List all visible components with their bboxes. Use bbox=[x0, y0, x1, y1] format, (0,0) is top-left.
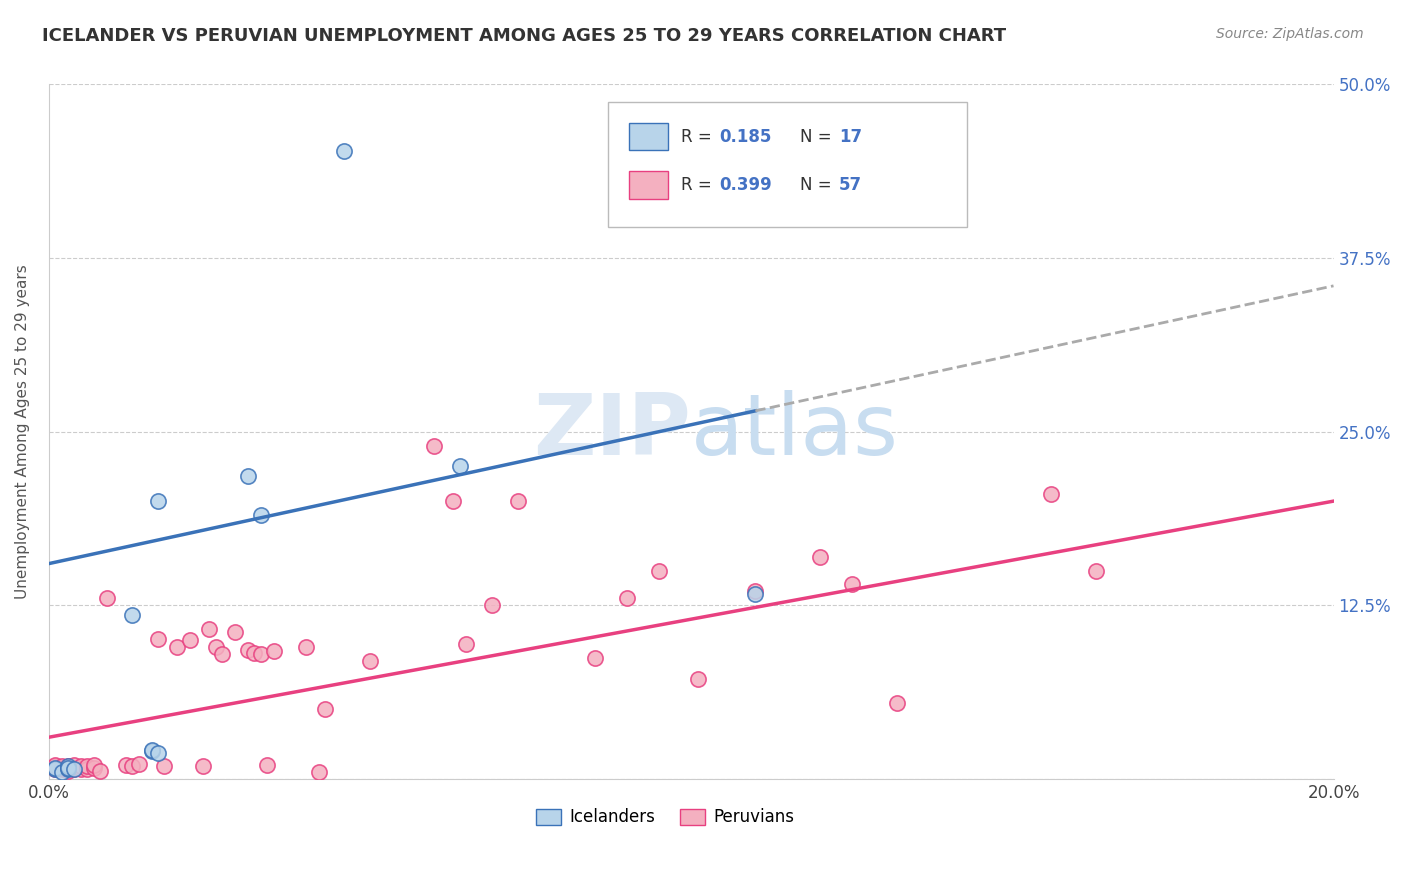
Text: ICELANDER VS PERUVIAN UNEMPLOYMENT AMONG AGES 25 TO 29 YEARS CORRELATION CHART: ICELANDER VS PERUVIAN UNEMPLOYMENT AMONG… bbox=[42, 27, 1007, 45]
Point bbox=[583, 651, 606, 665]
Point bbox=[166, 640, 188, 654]
Point bbox=[51, 761, 73, 775]
Point bbox=[308, 764, 330, 779]
Point bbox=[236, 642, 259, 657]
Text: R =: R = bbox=[681, 176, 717, 194]
Point bbox=[128, 756, 150, 771]
Point bbox=[179, 633, 201, 648]
Point bbox=[44, 758, 66, 772]
Point bbox=[249, 647, 271, 661]
Point bbox=[89, 764, 111, 778]
Point bbox=[56, 762, 79, 776]
Text: 0.185: 0.185 bbox=[720, 128, 772, 145]
Point bbox=[243, 646, 266, 660]
Point bbox=[808, 549, 831, 564]
Point bbox=[456, 637, 478, 651]
Point bbox=[204, 640, 226, 654]
Point bbox=[481, 599, 503, 613]
Point bbox=[56, 761, 79, 775]
Text: atlas: atlas bbox=[692, 390, 898, 473]
Point bbox=[96, 591, 118, 606]
FancyBboxPatch shape bbox=[630, 171, 668, 199]
Point bbox=[44, 762, 66, 776]
Point bbox=[44, 759, 66, 773]
Point bbox=[56, 759, 79, 773]
Point bbox=[198, 622, 221, 636]
Point bbox=[256, 758, 278, 772]
Point bbox=[44, 762, 66, 776]
Point bbox=[121, 607, 143, 622]
Point bbox=[263, 644, 285, 658]
Point bbox=[506, 494, 529, 508]
Point bbox=[51, 762, 73, 776]
Text: R =: R = bbox=[681, 128, 717, 145]
Point bbox=[63, 761, 86, 775]
Text: 0.399: 0.399 bbox=[720, 176, 772, 194]
Point bbox=[76, 759, 98, 773]
Y-axis label: Unemployment Among Ages 25 to 29 years: Unemployment Among Ages 25 to 29 years bbox=[15, 264, 30, 599]
Point bbox=[359, 654, 381, 668]
FancyBboxPatch shape bbox=[630, 122, 668, 151]
Text: N =: N = bbox=[800, 128, 837, 145]
Point bbox=[1084, 564, 1107, 578]
Point bbox=[70, 762, 93, 776]
Point bbox=[211, 647, 233, 661]
Text: N =: N = bbox=[800, 176, 837, 194]
FancyBboxPatch shape bbox=[607, 102, 967, 227]
Point bbox=[1039, 487, 1062, 501]
Point bbox=[121, 759, 143, 773]
Point bbox=[70, 759, 93, 773]
Point bbox=[294, 640, 316, 654]
Text: Source: ZipAtlas.com: Source: ZipAtlas.com bbox=[1216, 27, 1364, 41]
Point bbox=[76, 762, 98, 776]
Point bbox=[146, 632, 169, 646]
Point bbox=[44, 761, 66, 775]
Point bbox=[314, 702, 336, 716]
Point bbox=[56, 759, 79, 773]
Legend: Icelanders, Peruvians: Icelanders, Peruvians bbox=[530, 802, 801, 833]
Text: 57: 57 bbox=[839, 176, 862, 194]
Point bbox=[648, 564, 671, 578]
Point bbox=[114, 758, 136, 772]
Point bbox=[191, 759, 214, 773]
Point bbox=[51, 759, 73, 773]
Point bbox=[56, 764, 79, 778]
Point bbox=[886, 696, 908, 710]
Point bbox=[449, 459, 471, 474]
Point bbox=[51, 764, 73, 779]
Point bbox=[83, 761, 105, 775]
Point bbox=[146, 746, 169, 760]
Point bbox=[153, 759, 176, 773]
Text: 17: 17 bbox=[839, 128, 862, 145]
Point bbox=[141, 743, 163, 757]
Point bbox=[841, 577, 863, 591]
Point bbox=[146, 494, 169, 508]
Point bbox=[224, 624, 246, 639]
Point bbox=[423, 439, 446, 453]
Point bbox=[236, 469, 259, 483]
Point bbox=[686, 672, 709, 686]
Point bbox=[56, 761, 79, 775]
Point bbox=[63, 758, 86, 772]
Point bbox=[63, 762, 86, 776]
Point bbox=[443, 494, 465, 508]
Text: ZIP: ZIP bbox=[533, 390, 692, 473]
Point bbox=[141, 744, 163, 758]
Point bbox=[63, 762, 86, 776]
Point bbox=[333, 144, 356, 158]
Point bbox=[744, 584, 766, 599]
Point bbox=[249, 508, 271, 522]
Point bbox=[44, 761, 66, 775]
Point bbox=[744, 587, 766, 601]
Point bbox=[83, 758, 105, 772]
Point bbox=[616, 591, 638, 606]
